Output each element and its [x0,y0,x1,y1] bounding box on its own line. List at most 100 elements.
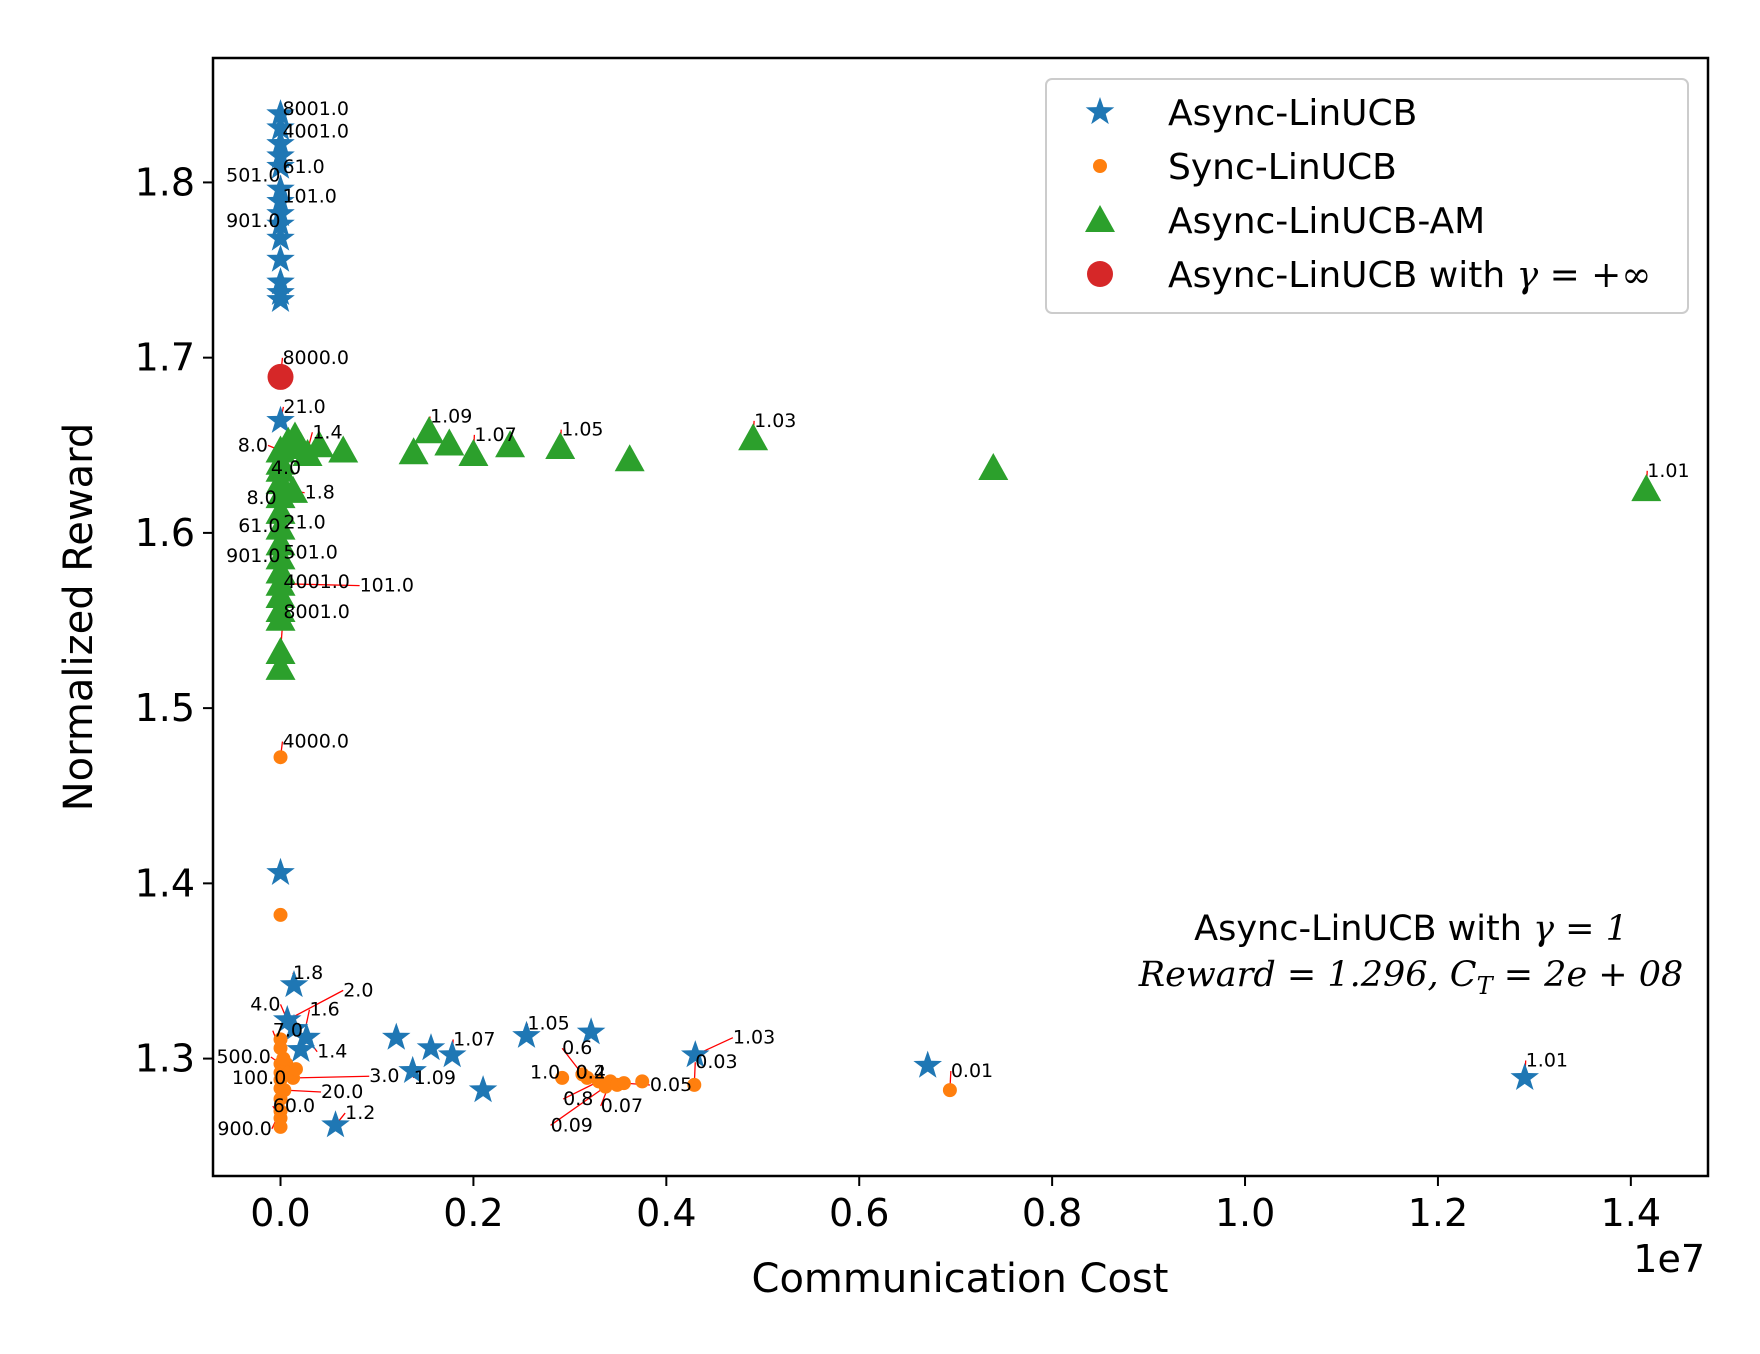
async-point [416,1033,446,1061]
sync-point [687,1077,702,1092]
y-tick-label: 1.7 [135,336,195,380]
x-tick-label: 1.0 [1215,1191,1275,1235]
annotation-label: 21.0 [283,512,325,534]
annotation-label: 2.0 [343,979,373,1001]
am-point [495,430,526,458]
annotation-label: 0.8 [563,1088,593,1110]
annotation-label: 901.0 [226,545,280,567]
am-point [328,435,359,463]
async-point [321,1110,350,1138]
plot-frame [211,56,1710,1178]
async-point [468,1075,498,1103]
annotation-line [286,989,344,1021]
annotation-label: 8001.0 [283,601,349,623]
annotation-label: 61.0 [282,156,324,178]
legend-label-async: Async-LinUCB [1168,93,1417,134]
sync-point [288,1062,303,1077]
annotation-label: 0.4 [576,1062,606,1084]
am-point [738,423,769,451]
sync-point [635,1074,650,1089]
y-axis-label: Normalized Reward [56,423,102,812]
annotation-label: 1.8 [293,962,323,984]
am-point [398,437,429,465]
annotation-label: 1.8 [305,482,335,504]
annotation-label: 0.6 [562,1037,592,1059]
am-point [458,439,489,467]
inf-point [267,363,294,390]
sync-point [616,1076,631,1091]
note-line-2: Reward = 1.296, CT = 2e + 08 [1138,955,1684,1000]
annotation-label: 1.05 [527,1013,569,1035]
async-point [266,284,295,312]
annotation-label: 4001.0 [282,121,348,143]
y-tick-label: 1.8 [135,160,195,204]
note-line-2-math: Reward = 1.296, C [1138,955,1477,995]
async-point [1510,1062,1539,1090]
annotation-label: 100.0 [232,1067,286,1089]
async-point [266,99,295,127]
annotation-label: 4.0 [271,457,301,479]
data-marks [265,99,1662,1138]
annotation-label: 8001.0 [282,98,348,120]
series-inf [267,363,294,390]
note-line-2-sub: T [1477,972,1495,1000]
annotation-label: 4001.0 [283,571,349,593]
annotation-label: 1.0 [530,1062,560,1084]
annotation-line [295,1075,370,1079]
am-point [265,652,296,680]
async-point [266,405,295,433]
annotation-label: 1.6 [309,999,339,1021]
am-point [434,428,465,456]
legend-label-sync: Sync-LinUCB [1168,147,1397,188]
legend-label-am: Async-LinUCB-AM [1168,201,1485,242]
y-tick-label: 1.4 [135,861,195,905]
legend-label-inf: Async-LinUCB with γ = +∞ [1168,255,1651,296]
sync-point [273,1119,288,1134]
annotation-label: 8.0 [246,487,276,509]
async-point [279,1013,309,1041]
async-point [681,1040,710,1068]
am-point [278,475,309,503]
note-line-1-text: Async-LinUCB with [1194,909,1533,949]
x-tick-label: 1.4 [1601,1191,1661,1235]
annotation-line [280,583,360,587]
annotation-label: 4000.0 [282,731,348,753]
async-point [512,1020,541,1048]
annotation-label: 7.0 [273,1020,303,1042]
legend-frame [1045,78,1689,314]
legend-marker-async [1085,97,1115,125]
sync-point [277,1083,292,1098]
async-point [266,223,295,251]
x-axis-offset-text: 1e7 [1633,1237,1705,1281]
y-tick-label: 1.3 [135,1037,195,1081]
am-point [1631,474,1662,502]
x-axis-ticks: 0.0 0.2 0.4 0.6 0.8 1.0 1.2 1.4 [250,1176,1661,1235]
async-point [266,113,295,141]
x-tick-label: 0.0 [250,1191,310,1235]
async-point [382,1022,411,1050]
sync-point [273,907,288,922]
y-tick-label: 1.5 [135,686,195,730]
am-point [265,603,296,631]
sync-point [555,1070,570,1085]
async-point [913,1050,942,1078]
annotation-label: 500.0 [216,1046,270,1068]
annotation-label: 1.03 [754,410,796,432]
annotation-label: 1.09 [430,405,472,427]
annotation-label: 501.0 [283,541,337,563]
am-point [545,432,576,460]
async-point [266,244,295,272]
annotation-label: 1.01 [1647,460,1689,482]
sync-point [580,1070,595,1085]
annotation-label: 20.0 [321,1081,363,1103]
series-am [265,416,1662,680]
am-point [265,542,296,570]
x-tick-label: 0.2 [443,1191,503,1235]
am-point [265,580,296,608]
async-point [286,1034,315,1062]
annotation-label: 8.0 [238,434,268,456]
annotation-label: 101.0 [360,575,414,597]
annotation-label: 1.07 [474,424,516,446]
